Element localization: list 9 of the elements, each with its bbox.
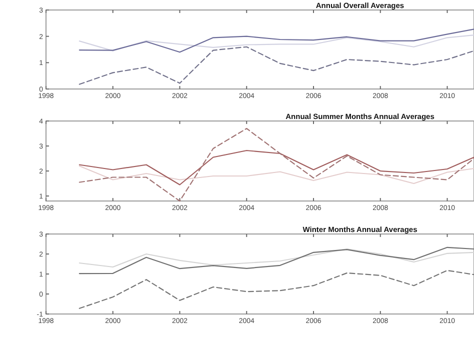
line-series — [78, 246, 474, 274]
line-series — [78, 270, 474, 309]
line-series — [78, 128, 474, 202]
line-series — [78, 248, 474, 268]
line-series — [78, 46, 474, 85]
line-series — [78, 150, 474, 186]
line-series — [78, 28, 474, 53]
line-series — [78, 34, 474, 52]
line-series — [78, 165, 474, 184]
